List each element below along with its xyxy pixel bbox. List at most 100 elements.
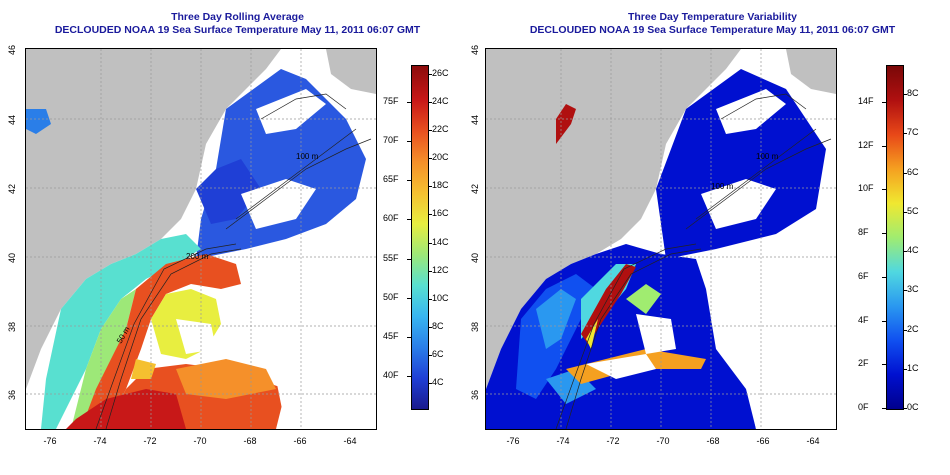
y-tick: 38 bbox=[470, 322, 480, 333]
right-subtitle: DECLOUDED NOAA 19 Sea Surface Temperatur… bbox=[529, 24, 896, 36]
colorbar-f-label: 6F bbox=[858, 270, 869, 281]
colorbar-tick bbox=[903, 408, 907, 409]
colorbar-f-label: 75F bbox=[383, 96, 399, 106]
colorbar-f-label: 8F bbox=[858, 227, 869, 238]
slope-water bbox=[41, 234, 201, 429]
colorbar-tick bbox=[903, 172, 907, 174]
x-tick: -72 bbox=[143, 436, 157, 446]
colorbar-tick bbox=[903, 211, 907, 213]
colorbar-c-label: 4C bbox=[907, 245, 919, 255]
colorbar-tick bbox=[428, 102, 432, 104]
x-tick: -64 bbox=[806, 436, 820, 446]
colorbar-tick bbox=[428, 214, 432, 216]
colorbar-f-label: 2F bbox=[858, 358, 869, 369]
colorbar-f-label: 14F bbox=[858, 96, 874, 106]
colorbar-f-label: 60F bbox=[383, 213, 399, 224]
colorbar-c-label: 22C bbox=[432, 124, 449, 135]
colorbar-c-label: 20C bbox=[432, 152, 449, 163]
colorbar-tick bbox=[882, 145, 886, 147]
colorbar-tick bbox=[407, 258, 411, 260]
x-tick: -74 bbox=[556, 436, 570, 446]
colorbar-tick bbox=[882, 408, 886, 409]
colorbar-f-label: 4F bbox=[858, 314, 869, 325]
y-tick: 46 bbox=[7, 45, 17, 56]
colorbar-tick bbox=[882, 189, 886, 191]
colorbar-c-label: 26C bbox=[432, 68, 449, 78]
colorbar-tick bbox=[428, 326, 432, 328]
left-colorbar bbox=[411, 65, 429, 410]
x-tick: -76 bbox=[506, 436, 520, 446]
y-tick: 42 bbox=[7, 184, 17, 195]
x-tick: -66 bbox=[756, 436, 770, 446]
colorbar-c-label: 3C bbox=[907, 284, 919, 295]
y-tick: 40 bbox=[7, 253, 17, 264]
y-tick: 46 bbox=[470, 45, 480, 56]
x-tick: -70 bbox=[193, 436, 207, 446]
land-mass bbox=[26, 49, 281, 389]
gulf-stream bbox=[81, 254, 241, 429]
colorbar-tick bbox=[903, 290, 907, 292]
x-tick: -70 bbox=[656, 436, 670, 446]
colorbar-f-label: 45F bbox=[383, 330, 399, 341]
left-sst-map: 50 m 200 m 100 m bbox=[25, 48, 377, 430]
colorbar-tick bbox=[903, 368, 907, 370]
colorbar-tick bbox=[903, 94, 907, 95]
y-tick: 38 bbox=[7, 322, 17, 333]
colorbar-c-label: 14C bbox=[432, 236, 449, 247]
colorbar-c-label: 10C bbox=[432, 292, 449, 303]
high-variability-streak bbox=[581, 264, 636, 344]
x-tick: -76 bbox=[43, 436, 57, 446]
colorbar-tick bbox=[882, 364, 886, 366]
x-tick: -74 bbox=[93, 436, 107, 446]
colorbar-c-label: 1C bbox=[907, 362, 919, 373]
right-variability-map: 100 m 100 m bbox=[485, 48, 837, 430]
x-tick: -64 bbox=[343, 436, 357, 446]
colorbar-c-label: 8C bbox=[907, 88, 919, 98]
y-tick: 42 bbox=[470, 184, 480, 195]
colorbar-f-label: 12F bbox=[858, 139, 874, 150]
colorbar-tick bbox=[428, 130, 432, 132]
colorbar-f-label: 40F bbox=[383, 370, 399, 380]
colorbar-f-label: 50F bbox=[383, 291, 399, 302]
x-tick: -68 bbox=[706, 436, 720, 446]
colorbar-tick bbox=[428, 158, 432, 160]
colorbar-tick bbox=[407, 297, 411, 299]
colorbar-tick bbox=[407, 102, 411, 103]
svg-text:200 m: 200 m bbox=[186, 252, 209, 261]
colorbar-tick bbox=[882, 320, 886, 322]
colorbar-c-label: 2C bbox=[907, 323, 919, 334]
colorbar-tick bbox=[903, 329, 907, 331]
colorbar-f-label: 65F bbox=[383, 174, 399, 185]
left-subtitle: DECLOUDED NOAA 19 Sea Surface Temperatur… bbox=[54, 24, 421, 36]
colorbar-c-label: 16C bbox=[432, 208, 449, 219]
colorbar-tick bbox=[407, 141, 411, 143]
colorbar-tick bbox=[882, 102, 886, 103]
colorbar-tick bbox=[882, 276, 886, 278]
right-map-panel: Three Day Temperature Variability DECLOU… bbox=[470, 0, 950, 475]
colorbar-f-label: 55F bbox=[383, 252, 399, 263]
colorbar-tick bbox=[882, 233, 886, 235]
colorbar-tick bbox=[428, 74, 432, 75]
left-title: Three Day Rolling Average bbox=[171, 11, 304, 23]
colorbar-tick bbox=[903, 251, 907, 252]
svg-text:100 m: 100 m bbox=[296, 152, 319, 161]
svg-text:100 m: 100 m bbox=[756, 152, 779, 161]
y-tick: 44 bbox=[470, 115, 480, 126]
low-variability bbox=[656, 69, 826, 259]
colorbar-f-label: 10F bbox=[858, 183, 874, 194]
y-tick: 36 bbox=[7, 390, 17, 401]
colorbar-c-label: 0C bbox=[907, 402, 919, 412]
x-tick: -66 bbox=[293, 436, 307, 446]
y-tick: 36 bbox=[470, 390, 480, 401]
colorbar-tick bbox=[428, 298, 432, 300]
colorbar-c-label: 7C bbox=[907, 127, 919, 138]
colorbar-tick bbox=[428, 242, 432, 244]
colorbar-f-label: 0F bbox=[858, 402, 869, 412]
colorbar-tick bbox=[407, 336, 411, 338]
right-colorbar bbox=[886, 65, 904, 410]
colorbar-c-label: 6C bbox=[432, 348, 444, 359]
colorbar-c-label: 24C bbox=[432, 96, 449, 107]
y-tick: 44 bbox=[7, 115, 17, 126]
colorbar-c-label: 6C bbox=[907, 166, 919, 177]
colorbar-c-label: 5C bbox=[907, 205, 919, 216]
